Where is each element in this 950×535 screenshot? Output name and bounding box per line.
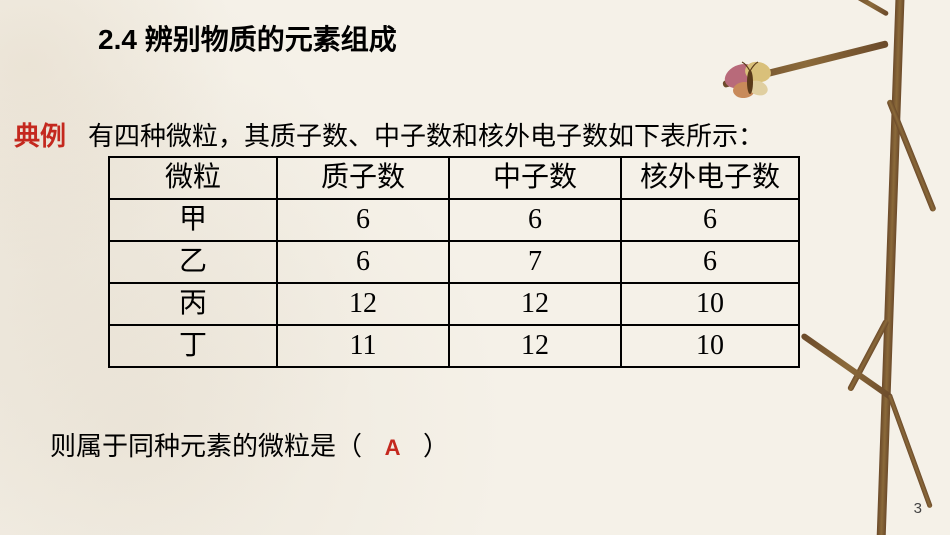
answer-stem-before: 则属于同种元素的微粒是（ bbox=[50, 432, 362, 461]
col-header: 中子数 bbox=[449, 157, 621, 199]
cell: 10 bbox=[621, 325, 799, 367]
cell: 6 bbox=[277, 199, 449, 241]
butterfly-icon bbox=[720, 58, 780, 106]
row-label: 丙 bbox=[109, 283, 277, 325]
cell: 12 bbox=[449, 283, 621, 325]
cell: 6 bbox=[621, 199, 799, 241]
answer-value: A bbox=[369, 435, 417, 461]
row-label: 丁 bbox=[109, 325, 277, 367]
particle-table: 微粒 质子数 中子数 核外电子数 甲 6 6 6 乙 6 7 6 丙 12 12… bbox=[108, 156, 800, 368]
cell: 10 bbox=[621, 283, 799, 325]
cell: 6 bbox=[277, 241, 449, 283]
table-row: 丁 11 12 10 bbox=[109, 325, 799, 367]
answer-stem-after: ） bbox=[423, 432, 449, 461]
row-label: 甲 bbox=[109, 199, 277, 241]
cell: 12 bbox=[449, 325, 621, 367]
cell: 6 bbox=[449, 199, 621, 241]
answer-line: 则属于同种元素的微粒是（ A ） bbox=[50, 426, 449, 463]
cell: 6 bbox=[621, 241, 799, 283]
table-row: 丙 12 12 10 bbox=[109, 283, 799, 325]
example-prompt: 有四种微粒，其质子数、中子数和核外电子数如下表所示： bbox=[88, 122, 764, 151]
table-row: 甲 6 6 6 bbox=[109, 199, 799, 241]
table-header-row: 微粒 质子数 中子数 核外电子数 bbox=[109, 157, 799, 199]
col-header: 质子数 bbox=[277, 157, 449, 199]
example-prompt-line: 典例有四种微粒，其质子数、中子数和核外电子数如下表所示： bbox=[14, 116, 764, 153]
table-row: 乙 6 7 6 bbox=[109, 241, 799, 283]
example-label: 典例 bbox=[14, 122, 66, 151]
cell: 12 bbox=[277, 283, 449, 325]
cell: 11 bbox=[277, 325, 449, 367]
page-title: 2.4 辨别物质的元素组成 bbox=[98, 18, 397, 58]
page-number: 3 bbox=[914, 500, 922, 517]
col-header: 核外电子数 bbox=[621, 157, 799, 199]
cell: 7 bbox=[449, 241, 621, 283]
row-label: 乙 bbox=[109, 241, 277, 283]
col-header: 微粒 bbox=[109, 157, 277, 199]
